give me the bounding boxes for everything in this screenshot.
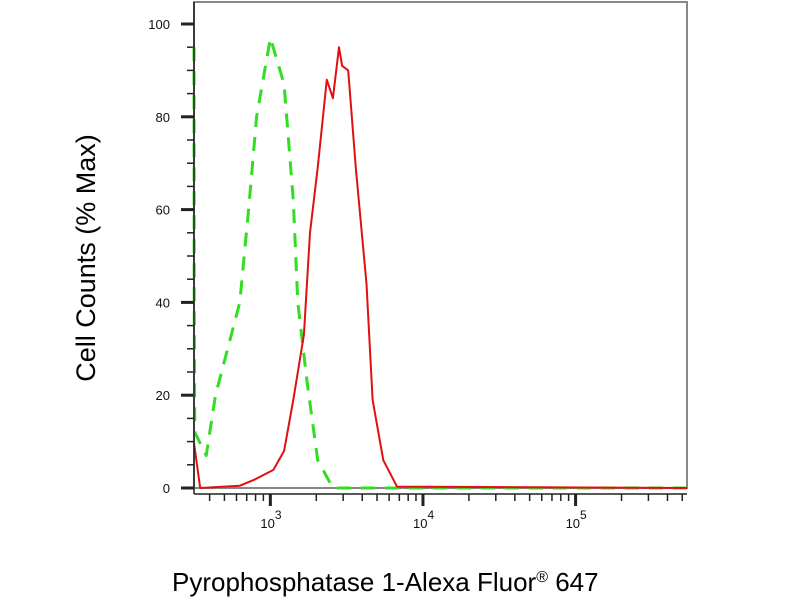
y-tick-label: 20 — [156, 388, 170, 403]
y-tick-label: 0 — [163, 481, 170, 496]
registered-mark: ® — [536, 569, 548, 586]
y-axis-label: Cell Counts (% Max) — [71, 134, 101, 382]
x-tick-label: 104 — [413, 508, 434, 531]
x-tick-label: 105 — [566, 508, 587, 531]
x-tick-label: 103 — [260, 508, 281, 531]
control-histogram-line — [192, 36, 687, 490]
x-tick-exponent: 3 — [275, 508, 282, 522]
x-axis-label-suffix: 647 — [548, 567, 599, 597]
y-tick-label: 60 — [156, 203, 170, 218]
x-tick-exponent: 4 — [427, 508, 434, 522]
x-tick-exponent: 5 — [580, 508, 587, 522]
y-tick-label: 80 — [156, 110, 170, 125]
y-axis: 0 20 40 60 80 100 — [148, 17, 194, 496]
y-tick-label: 40 — [156, 295, 170, 310]
plot-frame — [193, 1, 688, 489]
x-axis-label-main: Pyrophosphatase 1-Alexa Fluor — [172, 567, 537, 597]
series-group — [192, 36, 688, 490]
sample-histogram-line — [193, 46, 688, 489]
x-tick-base: 10 — [260, 516, 274, 531]
y-tick-label: 100 — [148, 17, 170, 32]
x-axis-label: Pyrophosphatase 1-Alexa Fluor® 647 — [172, 567, 599, 597]
x-tick-base: 10 — [413, 516, 427, 531]
x-tick-base: 10 — [566, 516, 580, 531]
